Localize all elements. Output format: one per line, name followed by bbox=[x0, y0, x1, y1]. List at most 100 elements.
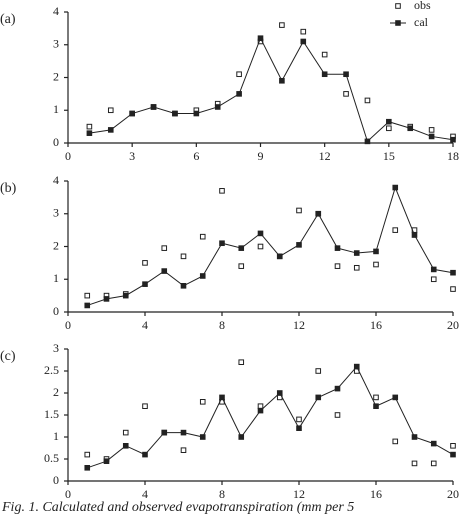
data-point bbox=[84, 292, 91, 299]
legend-label: obs bbox=[414, 0, 431, 12]
data-point bbox=[199, 434, 206, 440]
data-point bbox=[296, 416, 302, 423]
x-tick-label: 20 bbox=[447, 487, 459, 501]
x-tick-label: 15 bbox=[383, 149, 395, 163]
data-point bbox=[107, 127, 114, 133]
data-point bbox=[238, 263, 245, 269]
data-point bbox=[142, 281, 148, 287]
data-point bbox=[180, 429, 187, 436]
y-tick-label: 1 bbox=[53, 271, 59, 285]
x-tick-label: 0 bbox=[65, 487, 71, 501]
data-point bbox=[236, 91, 242, 97]
y-tick-label: 3 bbox=[53, 341, 59, 355]
data-point bbox=[236, 71, 242, 78]
data-point bbox=[411, 232, 418, 238]
data-point bbox=[103, 296, 110, 302]
data-point bbox=[353, 363, 360, 370]
data-point bbox=[150, 104, 157, 110]
data-point bbox=[334, 385, 341, 392]
legend-marker bbox=[395, 3, 401, 9]
data-point bbox=[392, 394, 399, 401]
data-point bbox=[386, 125, 392, 132]
data-point bbox=[199, 233, 206, 240]
data-point bbox=[103, 458, 110, 464]
data-point bbox=[321, 71, 328, 78]
series-line bbox=[89, 36, 454, 143]
x-tick-label: 16 bbox=[370, 318, 382, 332]
x-tick-label: 0 bbox=[65, 318, 71, 332]
data-point bbox=[321, 51, 328, 58]
data-point bbox=[407, 125, 414, 132]
y-tick-label: 0 bbox=[53, 304, 59, 318]
x-tick-label: 3 bbox=[129, 149, 135, 163]
data-point bbox=[343, 91, 349, 97]
data-point bbox=[300, 28, 307, 35]
caption: Fig. 1. Calculated and observed evapotra… bbox=[1, 500, 354, 515]
data-point bbox=[334, 245, 341, 251]
data-point bbox=[257, 35, 264, 42]
legend-label: cal bbox=[414, 15, 429, 29]
y-tick-label: 3 bbox=[53, 37, 59, 51]
y-tick-label: 2 bbox=[53, 69, 59, 83]
data-point bbox=[122, 429, 129, 436]
data-point bbox=[86, 123, 93, 130]
data-point bbox=[334, 263, 341, 269]
data-point bbox=[214, 104, 221, 110]
y-tick-label: 4 bbox=[53, 173, 59, 187]
panel-label: (b) bbox=[0, 181, 17, 196]
data-point bbox=[392, 184, 399, 191]
data-point bbox=[257, 243, 264, 250]
data-point bbox=[430, 266, 437, 273]
series-line bbox=[87, 365, 454, 469]
y-tick-label: 2 bbox=[53, 238, 59, 252]
data-point bbox=[296, 207, 302, 214]
data-point bbox=[142, 403, 148, 409]
y-tick-label: 0.5 bbox=[44, 451, 59, 465]
data-point bbox=[364, 97, 371, 104]
data-point bbox=[315, 394, 322, 401]
x-tick-label: 9 bbox=[258, 149, 264, 163]
data-point bbox=[315, 368, 322, 374]
series-line bbox=[87, 186, 454, 306]
legend-marker bbox=[395, 20, 401, 26]
data-point bbox=[353, 264, 360, 271]
data-point bbox=[279, 22, 285, 28]
data-point bbox=[364, 138, 371, 145]
data-point bbox=[122, 443, 129, 449]
x-tick-label: 20 bbox=[447, 318, 459, 332]
data-point bbox=[107, 107, 114, 114]
data-point bbox=[353, 250, 360, 256]
data-point bbox=[343, 71, 349, 78]
data-point bbox=[276, 253, 283, 260]
x-tick-label: 18 bbox=[447, 149, 459, 163]
data-point bbox=[392, 438, 399, 445]
data-point bbox=[180, 253, 187, 260]
data-point bbox=[430, 440, 437, 447]
data-point bbox=[450, 269, 456, 276]
x-tick-label: 8 bbox=[219, 318, 225, 332]
y-tick-label: 0 bbox=[53, 473, 59, 487]
x-tick-label: 16 bbox=[370, 487, 382, 501]
data-point bbox=[122, 292, 129, 299]
y-tick-label: 2.5 bbox=[44, 363, 59, 377]
x-tick-label: 12 bbox=[319, 149, 331, 163]
data-point bbox=[142, 260, 148, 266]
data-point bbox=[411, 460, 418, 467]
data-point bbox=[219, 394, 225, 401]
data-point bbox=[86, 130, 93, 136]
data-point bbox=[199, 273, 206, 279]
data-point bbox=[238, 359, 245, 365]
data-point bbox=[392, 227, 399, 233]
data-point bbox=[161, 429, 168, 436]
x-tick-label: 6 bbox=[193, 149, 199, 163]
data-point bbox=[430, 460, 437, 467]
x-tick-label: 4 bbox=[142, 318, 148, 332]
data-point bbox=[129, 110, 135, 117]
data-point bbox=[238, 245, 245, 251]
data-point bbox=[430, 276, 437, 283]
data-point bbox=[199, 399, 206, 405]
data-point bbox=[296, 242, 302, 248]
data-point bbox=[450, 136, 456, 143]
data-point bbox=[180, 283, 187, 289]
